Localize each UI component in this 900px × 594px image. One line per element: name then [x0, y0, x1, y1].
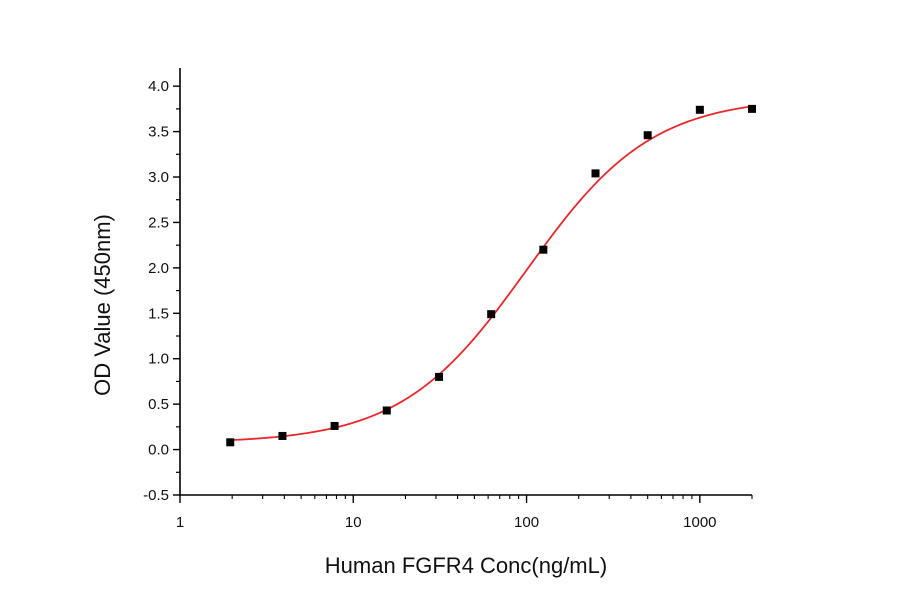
y-tick-label: 0.5	[148, 396, 169, 413]
y-tick-label: 0.0	[148, 442, 169, 459]
data-point	[487, 310, 496, 319]
data-points	[226, 104, 756, 447]
data-point	[643, 131, 652, 140]
y-tick-label: -0.5	[143, 487, 169, 504]
data-point	[435, 372, 444, 381]
data-point	[748, 104, 756, 113]
y-axis-ticks: -0.5 0.0 0.5 1.0 1.5 2.0 2.5 3.0 3.5 4.0	[143, 78, 180, 504]
y-axis-title: OD Value (450nm)	[90, 214, 115, 396]
fit-curve-layer	[230, 105, 753, 442]
x-axis-title: Human FGFR4 Conc(ng/mL)	[325, 553, 607, 578]
y-tick-label: 4.0	[148, 78, 169, 95]
y-tick-label: 3.5	[148, 124, 169, 141]
data-point	[382, 406, 391, 415]
data-point	[695, 105, 704, 114]
data-point	[539, 245, 548, 254]
x-tick-label: 100	[514, 514, 539, 531]
x-tick-label: 1000	[683, 514, 716, 531]
data-point	[330, 421, 339, 430]
x-tick-label: 10	[345, 514, 362, 531]
y-tick-label: 2.0	[148, 260, 169, 277]
x-axis-ticks: 1 10 100 1000	[176, 495, 753, 531]
y-tick-label: 1.0	[148, 351, 169, 368]
data-point	[278, 431, 287, 440]
y-tick-label: 3.0	[148, 169, 169, 186]
y-tick-label: 2.5	[148, 214, 169, 231]
data-point	[226, 438, 235, 447]
data-point	[591, 169, 600, 178]
y-tick-label: 1.5	[148, 305, 169, 322]
x-tick-label: 1	[176, 514, 184, 531]
fit-curve-line	[230, 105, 753, 442]
